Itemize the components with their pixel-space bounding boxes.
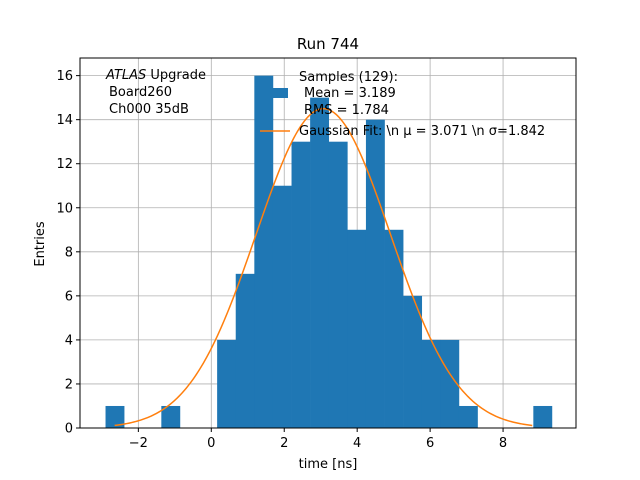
histogram-bar [161,405,181,428]
histogram-bar [217,339,237,428]
y-tick-label: 0 [65,422,73,437]
chart-title: Run 744 [297,35,359,53]
x-tick-label: 4 [353,436,361,451]
x-tick-label: −2 [129,436,148,451]
atlas-annotation: ATLAS Upgrade Board260 Ch000 35dB [105,68,206,117]
y-tick-label: 6 [65,289,73,304]
x-axis-label: time [ns] [299,457,358,472]
histogram-bars [105,75,553,429]
x-tick-label: 8 [499,436,507,451]
annotation-atlas: ATLAS [105,68,146,83]
annotation-line-2: Board260 [109,85,172,100]
histogram-bar [365,119,385,429]
histogram-bar [440,339,460,428]
histogram-bar [310,97,330,429]
x-tick-label: 0 [207,436,215,451]
annotation-line-3: Ch000 35dB [109,102,189,117]
histogram-bar [421,339,441,428]
legend: Samples (129): Mean = 3.189 RMS = 1.784 … [260,70,545,139]
histogram-bar [403,295,423,428]
legend-rms: RMS = 1.784 [304,103,389,118]
histogram-bar [458,405,478,428]
axis-ticks: −2 0 2 4 6 8 0 2 4 6 8 10 12 14 16 [56,69,507,451]
histogram-bar [384,229,404,428]
y-tick-label: 8 [65,245,73,260]
legend-samples-patch [260,88,288,98]
x-tick-label: 2 [280,436,288,451]
histogram-bar [291,141,311,428]
annotation-line-1: ATLAS Upgrade [105,68,206,83]
histogram-bar [235,273,255,428]
legend-mean: Mean = 3.189 [304,86,396,101]
histogram-bar [533,405,553,428]
axes-frame [79,57,577,429]
y-tick-label: 12 [56,157,73,172]
x-tick-label: 6 [426,436,434,451]
histogram-bar [272,185,292,428]
y-tick-label: 16 [56,69,73,84]
y-tick-label: 14 [56,113,73,128]
y-axis-label: Entries [33,221,48,267]
y-tick-label: 10 [56,201,73,216]
gaussian-fit-curve [114,107,533,427]
histogram-bar [328,141,348,428]
legend-fit-label: Gaussian Fit: \n μ = 3.071 \n σ=1.842 [299,124,545,139]
histogram-bar [105,405,125,428]
histogram-bar [347,229,367,428]
y-tick-label: 2 [65,377,73,392]
annotation-upgrade: Upgrade [146,68,206,83]
histogram-bar [254,75,274,428]
legend-samples-title: Samples (129): [299,70,398,85]
y-tick-label: 4 [65,333,73,348]
